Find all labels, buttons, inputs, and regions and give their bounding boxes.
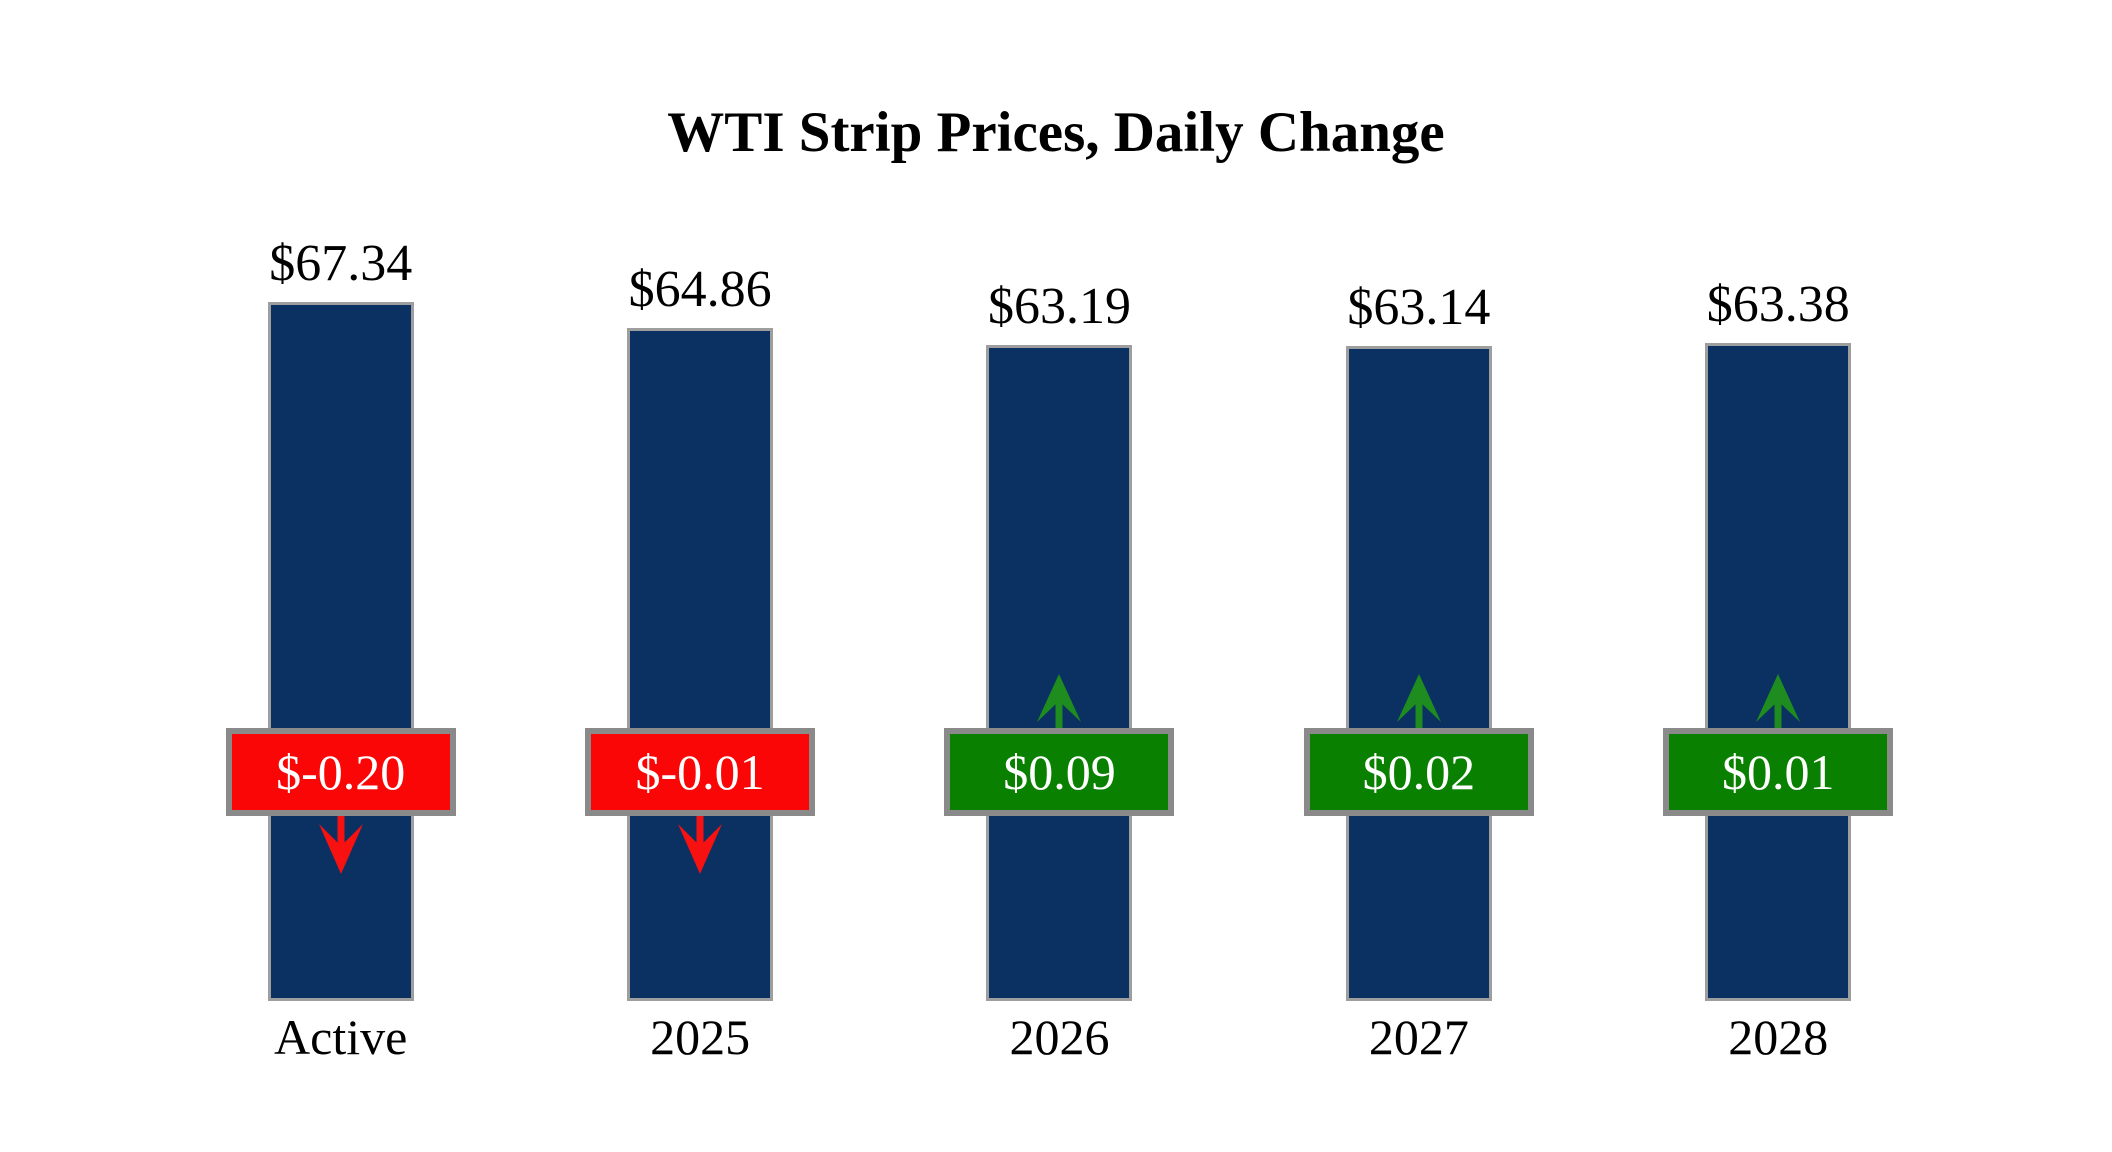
change-arrow-down-icon — [678, 816, 723, 874]
change-badge-label: $0.02 — [1362, 744, 1476, 800]
change-badge: $0.09 — [944, 728, 1175, 816]
change-badge-label: $-0.01 — [635, 744, 765, 800]
price-label: $67.34 — [269, 235, 413, 292]
price-bar — [1345, 346, 1492, 1001]
bar-group: $63.14 $0.02 2027 — [1239, 0, 1598, 1152]
plot-area: $67.34 $-0.20 Active $64.86 $-0.01 2025 … — [161, 0, 1958, 1152]
category-label: 2026 — [1009, 1009, 1110, 1065]
bar-group: $67.34 $-0.20 Active — [161, 0, 520, 1152]
price-bar — [627, 328, 774, 1001]
price-label: $63.14 — [1347, 279, 1491, 336]
change-badge-label: $0.01 — [1722, 744, 1835, 800]
change-badge-label: $0.09 — [1003, 744, 1116, 800]
change-badge-label: $-0.20 — [276, 744, 406, 800]
price-label: $64.86 — [628, 261, 772, 318]
bar-group: $63.38 $0.01 2028 — [1599, 0, 1958, 1152]
chart-title: WTI Strip Prices, Daily Change — [667, 101, 1445, 164]
change-badge: $-0.01 — [585, 728, 816, 816]
change-arrow-up-icon — [1037, 674, 1082, 728]
change-badge: $-0.20 — [225, 728, 456, 816]
change-badge: $0.02 — [1303, 728, 1534, 816]
category-label: Active — [274, 1009, 408, 1065]
price-bar — [986, 345, 1133, 1001]
price-label: $63.19 — [987, 278, 1131, 335]
change-badge: $0.01 — [1663, 728, 1894, 816]
category-label: 2025 — [650, 1009, 751, 1065]
price-label: $63.38 — [1706, 276, 1850, 333]
category-label: 2028 — [1728, 1009, 1829, 1065]
bar-group: $63.19 $0.09 2026 — [880, 0, 1239, 1152]
price-bar — [1705, 343, 1852, 1001]
change-arrow-down-icon — [318, 816, 363, 874]
bar-group: $64.86 $-0.01 2025 — [520, 0, 879, 1152]
category-label: 2027 — [1368, 1009, 1469, 1065]
change-arrow-up-icon — [1756, 674, 1801, 728]
change-arrow-up-icon — [1396, 674, 1441, 728]
price-bar — [267, 302, 414, 1001]
